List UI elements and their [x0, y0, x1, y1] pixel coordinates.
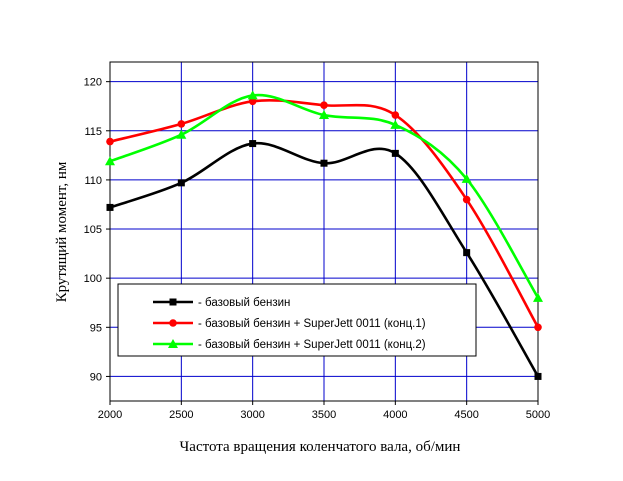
series-markers	[105, 90, 543, 380]
x-tick-label: 3500	[312, 409, 336, 421]
legend-label-2: - базовый бензин + SuperJett 0011 (конц.…	[198, 318, 426, 330]
data-point-series-3	[533, 292, 543, 302]
legend-marker-2	[169, 319, 177, 327]
data-point-series-2	[106, 137, 114, 146]
legend-label-3: - базовый бензин + SuperJett 0011 (конц.…	[198, 339, 426, 351]
data-point-series-3	[390, 119, 401, 129]
legend: - базовый бензин - базовый бензин + Super…	[117, 283, 477, 357]
legend-marker-1	[169, 298, 177, 306]
y-tick-label: 115	[84, 126, 102, 138]
data-point-series-2	[391, 111, 400, 119]
x-tick-label: 3000	[240, 409, 264, 421]
data-point-series-2	[320, 101, 328, 110]
data-point-series-3	[105, 156, 115, 166]
y-tick-label: 120	[84, 77, 102, 89]
x-tick-label: 4500	[454, 409, 478, 421]
x-tick-label: 4000	[383, 409, 407, 421]
data-point-series-2	[462, 195, 471, 204]
data-point-series-1	[391, 149, 399, 157]
y-axis-title: Крутящий момент, нм	[54, 161, 70, 302]
data-point-series-1	[177, 179, 185, 187]
legend-label-1: - базовый бензин	[198, 297, 290, 309]
data-point-series-1	[106, 203, 114, 211]
x-tick-label: 2500	[169, 409, 193, 421]
axis-ticks: 2000 2500 3000 3500 4000 4500 5000 90 95 100 105 11…	[84, 77, 551, 421]
legend-marker-3	[168, 339, 178, 348]
data-point-series-3	[319, 110, 329, 120]
y-tick-label: 105	[84, 224, 102, 236]
data-point-series-1	[249, 140, 257, 148]
data-point-series-2	[534, 323, 542, 332]
x-tick-label: 5000	[526, 409, 550, 421]
y-tick-label: 100	[84, 273, 102, 285]
y-tick-label: 110	[84, 175, 102, 187]
data-point-series-1	[320, 159, 328, 167]
x-tick-label: 2000	[98, 409, 122, 421]
data-point-series-1	[534, 372, 542, 380]
data-point-series-3	[247, 90, 258, 100]
y-tick-label: 90	[90, 371, 102, 383]
data-point-series-1	[463, 249, 471, 257]
y-tick-label: 95	[90, 322, 102, 334]
data-point-series-2	[177, 120, 186, 128]
data-point-series-3	[176, 129, 187, 139]
data-point-series-3	[461, 173, 472, 183]
x-axis-title: Частота вращения коленчатого вала, об/ми…	[180, 439, 461, 455]
